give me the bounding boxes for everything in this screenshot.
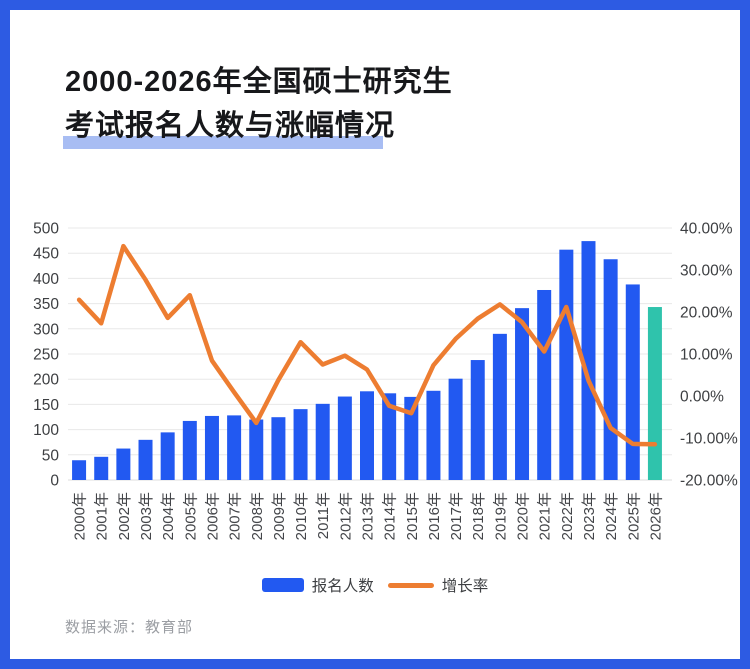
chart-area: 0 50 100 150 200 250 300 350 400 450 500 -20.00% -10… bbox=[28, 206, 742, 571]
svg-text:2023年: 2023年 bbox=[581, 492, 598, 540]
data-source: 数据来源：教育部 bbox=[65, 619, 194, 636]
svg-text:2010年: 2010年 bbox=[293, 492, 310, 540]
svg-text:2016年: 2016年 bbox=[426, 492, 443, 540]
svg-text:250: 250 bbox=[33, 347, 59, 364]
svg-text:-10.00%: -10.00% bbox=[680, 431, 738, 448]
title-line1: 2000-2026年全国硕士研究生 bbox=[65, 66, 453, 98]
svg-text:40.00%: 40.00% bbox=[680, 221, 733, 238]
bar-series-swatch-icon bbox=[261, 578, 304, 592]
svg-text:10.00%: 10.00% bbox=[680, 347, 733, 364]
svg-text:2019年: 2019年 bbox=[492, 492, 509, 540]
svg-text:0: 0 bbox=[50, 473, 59, 490]
svg-text:2020年: 2020年 bbox=[515, 492, 532, 540]
svg-text:2005年: 2005年 bbox=[182, 492, 199, 540]
svg-text:2021年: 2021年 bbox=[537, 492, 554, 540]
svg-text:2004年: 2004年 bbox=[160, 492, 177, 540]
svg-text:450: 450 bbox=[33, 246, 59, 263]
legend-item-growth: 增长率 bbox=[387, 574, 489, 596]
chart-legend: 报名人数 增长率 bbox=[10, 574, 740, 596]
legend-item-applicants: 报名人数 bbox=[261, 574, 374, 596]
title-highlight bbox=[63, 136, 383, 149]
svg-text:50: 50 bbox=[42, 447, 60, 464]
svg-text:0.00%: 0.00% bbox=[680, 389, 724, 406]
svg-text:2007年: 2007年 bbox=[227, 492, 244, 540]
svg-text:-20.00%: -20.00% bbox=[680, 473, 738, 490]
svg-text:2014年: 2014年 bbox=[382, 492, 399, 540]
svg-text:2017年: 2017年 bbox=[448, 492, 465, 540]
svg-text:2008年: 2008年 bbox=[249, 492, 266, 540]
svg-text:2024年: 2024年 bbox=[603, 492, 620, 540]
svg-text:2013年: 2013年 bbox=[360, 492, 377, 540]
legend-label-growth: 增长率 bbox=[441, 578, 489, 595]
svg-text:2001年: 2001年 bbox=[94, 492, 111, 540]
line-series-swatch-icon bbox=[387, 582, 434, 588]
title-line2: 考试报名人数与涨幅情况 bbox=[65, 110, 396, 142]
svg-text:150: 150 bbox=[33, 397, 59, 414]
svg-text:30.00%: 30.00% bbox=[680, 263, 733, 280]
combo-chart-svg: 0 50 100 150 200 250 300 350 400 450 500 -20.00% -10… bbox=[33, 221, 738, 541]
svg-text:2026年: 2026年 bbox=[647, 492, 664, 540]
svg-text:100: 100 bbox=[33, 422, 59, 439]
svg-text:2022年: 2022年 bbox=[559, 492, 576, 540]
svg-text:2015年: 2015年 bbox=[404, 492, 421, 540]
svg-text:2003年: 2003年 bbox=[138, 492, 155, 540]
svg-text:2011年: 2011年 bbox=[315, 492, 332, 539]
svg-text:2006年: 2006年 bbox=[204, 492, 221, 540]
svg-text:2018年: 2018年 bbox=[470, 492, 487, 540]
page-title: 2000-2026年全国硕士研究生 考试报名人数与涨幅情况 bbox=[63, 60, 453, 149]
svg-text:2012年: 2012年 bbox=[337, 492, 354, 540]
svg-text:200: 200 bbox=[33, 372, 59, 389]
svg-text:2009年: 2009年 bbox=[271, 492, 288, 540]
svg-text:350: 350 bbox=[33, 296, 59, 313]
svg-text:2002年: 2002年 bbox=[116, 492, 133, 540]
legend-label-applicants: 报名人数 bbox=[311, 578, 374, 595]
svg-text:300: 300 bbox=[33, 321, 59, 338]
svg-text:20.00%: 20.00% bbox=[680, 305, 733, 322]
svg-text:2000年: 2000年 bbox=[72, 492, 89, 540]
svg-text:400: 400 bbox=[33, 271, 59, 288]
svg-text:500: 500 bbox=[33, 221, 59, 238]
svg-text:2025年: 2025年 bbox=[625, 492, 642, 540]
